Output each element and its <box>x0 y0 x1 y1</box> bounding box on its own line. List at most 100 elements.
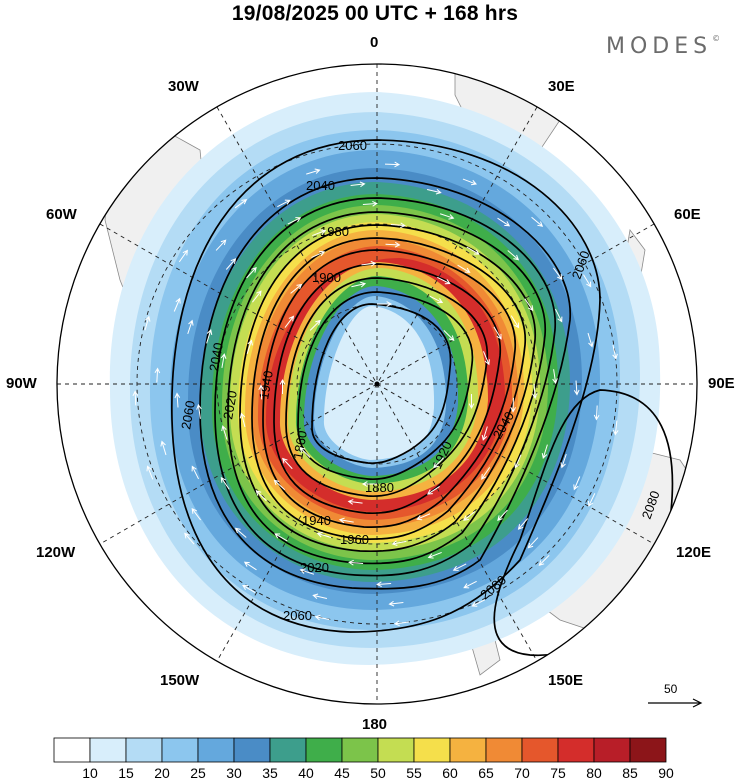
colorbar-tick-label: 30 <box>226 765 242 781</box>
lon-label-180: 180 <box>362 716 388 733</box>
wind-vector-arrow <box>338 517 354 524</box>
wind-vector-arrow <box>483 351 490 366</box>
modes-logo: MODES© <box>606 34 720 59</box>
lon-label-150w: 150W <box>160 672 200 689</box>
wind-vector-arrow <box>246 266 257 279</box>
colorbar-swatch <box>341 737 379 763</box>
colorbar-swatch <box>125 737 163 763</box>
colorbar <box>53 737 667 763</box>
wind-vector-arrow <box>225 258 237 270</box>
wind-vector-arrow <box>277 199 291 208</box>
colorbar-tick-label: 20 <box>154 765 170 781</box>
colorbar-swatch <box>593 737 631 763</box>
wind-vector-arrow <box>612 420 619 436</box>
wind-vector-arrow <box>463 511 476 521</box>
wind-vector-arrow <box>243 561 257 571</box>
wind-vector-arrow <box>132 390 139 406</box>
colorbar-tick-label: 80 <box>586 765 602 781</box>
wind-vector-arrow <box>284 315 295 328</box>
wind-vector-arrow <box>391 540 407 546</box>
wind-vector-arrow <box>144 315 151 331</box>
wind-vector-arrow <box>510 315 520 329</box>
wind-vectors <box>132 161 619 627</box>
wind-vector-arrow <box>184 532 195 545</box>
wind-vector-arrow <box>220 353 227 368</box>
lon-label-30e: 30E <box>548 78 575 95</box>
wind-vector-arrow <box>573 476 581 491</box>
wind-vector-arrow <box>510 397 516 413</box>
wind-vector-arrow <box>191 465 199 480</box>
contour-label: 1900 <box>312 270 341 285</box>
wind-vector-arrow <box>541 444 548 459</box>
wind-vector-arrow <box>560 453 567 469</box>
wind-vector-arrow <box>361 260 377 267</box>
colorbar-swatch <box>449 737 487 763</box>
wind-vector-arrow <box>612 344 618 360</box>
wind-vector-arrow <box>433 457 445 469</box>
wind-vector-arrow <box>552 369 558 385</box>
contour-label: 1880 <box>365 480 394 495</box>
contour-2080 <box>493 389 674 657</box>
wind-vector-arrow <box>246 339 253 354</box>
colorbar-tick-label: 15 <box>118 765 134 781</box>
wind-vector-arrow <box>439 213 455 220</box>
wind-vector-arrow <box>191 507 201 521</box>
contour-2060 <box>171 139 601 633</box>
wind-vector-arrow <box>384 161 401 168</box>
wind-vector-arrow <box>497 217 511 227</box>
contour-2040 <box>199 177 571 590</box>
wind-vector-arrow <box>314 614 330 621</box>
wind-vector-arrow <box>221 425 228 440</box>
colorbar-swatch <box>233 737 271 763</box>
wind-vector-arrow <box>553 267 563 281</box>
wind-vector-arrow <box>287 217 302 225</box>
wind-vector-arrow <box>306 168 321 175</box>
colorbar-tick-label: 35 <box>262 765 278 781</box>
colorbar-tick-label: 90 <box>658 765 674 781</box>
wind-vector-arrow <box>273 479 286 491</box>
wind-vector-arrow <box>274 533 288 542</box>
colorbar-tick-label: 75 <box>550 765 566 781</box>
wind-vector-arrow <box>215 239 227 251</box>
colorbar-tick-label: 45 <box>334 765 350 781</box>
wind-vector-arrow <box>531 216 544 227</box>
wind-vector-arrow <box>290 283 303 294</box>
wind-vector-arrow <box>468 394 475 410</box>
wind-vector-arrow <box>309 319 321 331</box>
wind-vector-arrow <box>429 295 444 304</box>
wind-vector-arrow <box>234 527 247 538</box>
wind-vector-arrow <box>538 554 550 567</box>
contour-1860 <box>311 303 452 465</box>
contour-label: 2020 <box>300 560 329 575</box>
wind-vector-arrow <box>234 199 248 209</box>
wind-vector-arrow <box>312 229 327 237</box>
wind-vector-arrow <box>527 537 539 549</box>
wind-vector-arrow <box>252 290 262 303</box>
lon-label-30w: 30W <box>168 78 199 95</box>
contour-label: 2060 <box>283 608 312 623</box>
wind-vector-arrow <box>146 465 154 480</box>
pole-marker <box>374 381 380 387</box>
colorbar-swatch <box>269 737 307 763</box>
colorbar-swatch <box>197 737 235 763</box>
contour-label: 1980 <box>320 224 349 239</box>
wind-vector-arrow <box>220 476 230 490</box>
height-contours <box>171 139 674 657</box>
colorbar-swatch <box>377 737 415 763</box>
colorbar-swatch <box>305 737 343 763</box>
lon-label-0: 0 <box>370 34 379 51</box>
colorbar-tick-label: 60 <box>442 765 458 781</box>
colorbar-swatch <box>557 737 595 763</box>
wind-vector-arrow <box>426 188 442 195</box>
lon-label-90e: 90E <box>708 375 735 392</box>
contour-label: 2020 <box>220 389 240 420</box>
colorbar-swatch <box>413 737 451 763</box>
wind-vector-arrow <box>517 518 529 530</box>
wind-vector-arrow <box>385 241 401 248</box>
wind-vector-arrow <box>160 440 167 456</box>
wind-vector-arrow <box>312 593 328 600</box>
wind-vector-arrow <box>493 326 502 340</box>
wind-vector-arrow <box>588 493 596 507</box>
wind-vector-arrow <box>377 301 393 307</box>
wind-vector-arrow <box>173 297 181 312</box>
